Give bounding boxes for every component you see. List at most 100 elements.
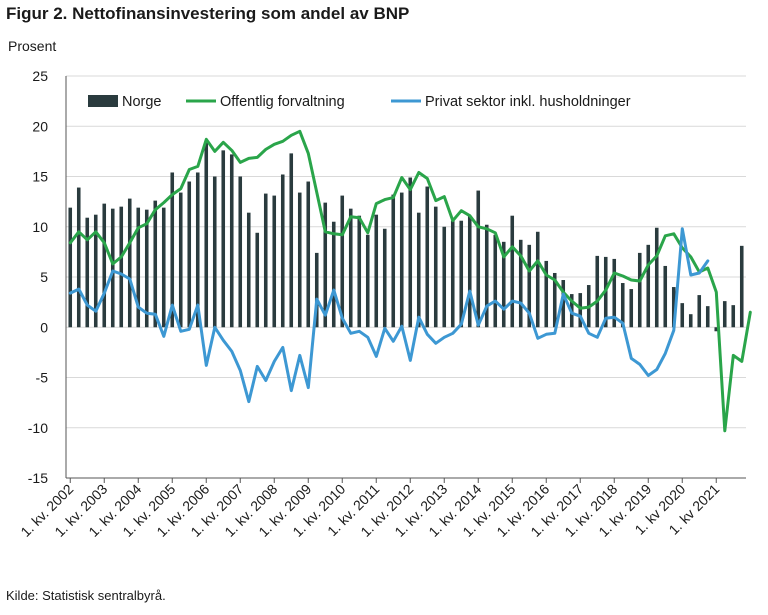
- bar-norge: [459, 220, 464, 328]
- bar-norge: [646, 244, 651, 328]
- bar-norge: [382, 228, 387, 328]
- legend-swatch-norge: [88, 95, 118, 107]
- bar-norge: [476, 190, 481, 328]
- bar-norge: [408, 177, 413, 328]
- bar-norge: [578, 293, 583, 328]
- bar-norge: [272, 195, 277, 328]
- bar-norge: [620, 283, 625, 328]
- bar-norge: [229, 154, 234, 328]
- chart-title: Figur 2. Nettofinansinvestering som ande…: [6, 4, 410, 23]
- bar-norge: [561, 280, 566, 328]
- bar-norge: [289, 153, 294, 328]
- legend-label-offentlig: Offentlig forvaltning: [220, 94, 345, 110]
- bar-norge: [654, 227, 659, 328]
- bar-norge: [306, 181, 311, 328]
- bar-norge: [170, 172, 175, 328]
- bar-norge: [221, 150, 226, 328]
- bar-norge: [323, 202, 328, 328]
- bar-norge: [93, 214, 98, 328]
- bar-norge: [119, 206, 124, 328]
- bar-norge: [433, 206, 438, 328]
- y-tick-label: -10: [28, 420, 48, 436]
- line-offentlig-forvaltning: [68, 129, 752, 433]
- bar-norge: [187, 181, 192, 328]
- bar-norge: [136, 207, 141, 328]
- y-tick-label: 5: [40, 269, 48, 285]
- bar-norge: [442, 226, 447, 328]
- bar-norge: [612, 258, 617, 328]
- bar-norge: [518, 239, 523, 328]
- source-note: Kilde: Statistisk sentralbyrå.: [6, 588, 166, 603]
- bar-norge: [204, 142, 209, 328]
- bar-layer: [68, 142, 744, 332]
- bar-norge: [595, 255, 600, 328]
- bar-norge: [110, 208, 115, 328]
- grid-layer: [66, 75, 746, 479]
- bar-norge: [535, 231, 540, 328]
- bar-norge: [722, 301, 727, 328]
- y-axis-label: Prosent: [8, 38, 57, 54]
- bar-norge: [391, 194, 396, 328]
- bar-norge: [280, 174, 285, 328]
- bar-norge: [246, 212, 251, 328]
- y-tick-label: -15: [28, 470, 48, 486]
- bar-norge: [450, 220, 455, 328]
- bar-norge: [671, 287, 676, 328]
- bar-norge: [680, 303, 685, 328]
- bar-norge: [212, 176, 217, 328]
- y-tick-label: -5: [36, 370, 49, 386]
- bar-norge: [705, 306, 710, 328]
- y-tick-label: 25: [32, 68, 48, 84]
- bar-norge: [731, 305, 736, 328]
- bar-norge: [739, 245, 744, 328]
- bar-norge: [153, 200, 158, 328]
- bar-norge: [357, 215, 362, 328]
- bar-norge: [637, 252, 642, 328]
- bar-norge: [314, 252, 319, 328]
- bar-norge: [178, 192, 183, 328]
- bar-norge: [348, 208, 353, 328]
- y-tick-label: 10: [32, 219, 48, 235]
- bar-norge: [195, 172, 200, 328]
- legend: Norge Offentlig forvaltning Privat sektor …: [88, 94, 631, 110]
- bar-norge: [544, 260, 549, 328]
- bar-norge: [629, 289, 634, 328]
- bar-norge: [127, 198, 132, 328]
- line-privat-sektor: [68, 227, 710, 404]
- bar-norge: [425, 186, 430, 328]
- line-layer: [68, 129, 752, 433]
- y-tick-label: 15: [32, 169, 48, 185]
- y-tick-label: 20: [32, 118, 48, 134]
- bar-norge: [76, 187, 81, 328]
- bar-norge: [552, 272, 557, 328]
- bar-norge: [85, 217, 90, 328]
- bar-norge: [663, 265, 668, 328]
- bar-norge: [510, 215, 515, 328]
- bar-norge: [255, 232, 260, 328]
- bar-norge: [399, 192, 404, 328]
- bar-norge: [688, 314, 693, 328]
- bar-norge: [161, 207, 166, 328]
- bar-norge: [374, 214, 379, 328]
- bar-norge: [365, 234, 370, 328]
- legend-label-privat: Privat sektor inkl. husholdninger: [425, 94, 631, 110]
- bar-norge: [238, 176, 243, 328]
- bar-norge: [102, 203, 107, 328]
- bar-norge: [493, 234, 498, 328]
- bar-norge: [331, 221, 336, 328]
- bar-norge: [68, 207, 73, 328]
- bar-norge: [416, 212, 421, 328]
- bar-norge: [501, 241, 506, 328]
- bar-norge: [697, 295, 702, 328]
- bar-norge: [527, 244, 532, 328]
- bar-norge: [263, 193, 268, 328]
- bar-norge: [297, 192, 302, 328]
- legend-label-norge: Norge: [122, 94, 162, 110]
- bar-norge: [714, 327, 719, 332]
- bar-norge: [340, 195, 345, 328]
- y-tick-label: 0: [40, 319, 48, 335]
- bar-norge: [484, 224, 489, 328]
- bar-norge: [144, 209, 149, 328]
